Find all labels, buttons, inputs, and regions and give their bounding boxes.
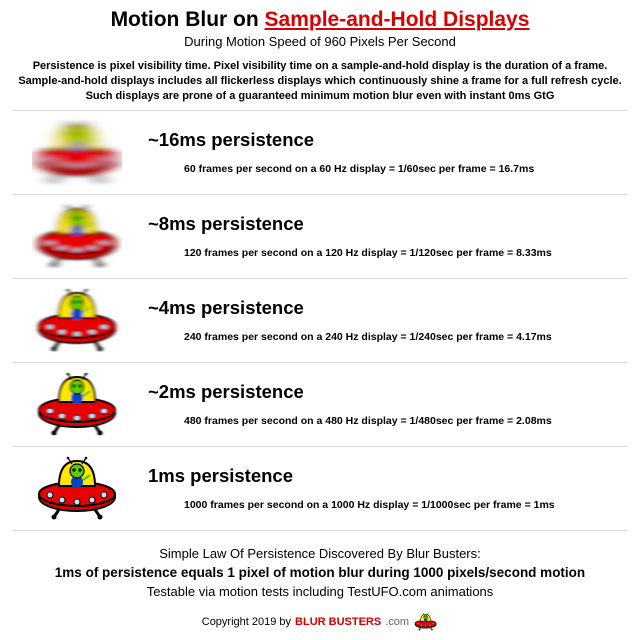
page: Motion Blur on Sample-and-Hold Displays … <box>0 0 640 631</box>
intro-paragraph: Persistence is pixel visibility time. Pi… <box>16 59 624 104</box>
ufo-icon <box>12 453 142 523</box>
persistence-detail: 60 frames per second on a 60 Hz display … <box>148 163 628 175</box>
persistence-detail: 240 frames per second on a 240 Hz displa… <box>148 331 628 343</box>
copyright-brand2: .com <box>385 616 409 628</box>
footer-line3: Testable via motion tests including Test… <box>12 583 628 602</box>
persistence-rows: ~16ms persistence 60 frames per second on… <box>12 110 628 530</box>
ufo-icon <box>413 612 438 632</box>
row-text: ~4ms persistence 240 frames per second on… <box>142 297 628 343</box>
persistence-row: ~8ms persistence 120 frames per second on… <box>12 194 628 278</box>
footer-law: 1ms of persistence equals 1 pixel of mot… <box>12 563 628 583</box>
persistence-row: ~2ms persistence 480 frames per second on… <box>12 362 628 446</box>
persistence-label: ~2ms persistence <box>148 381 628 403</box>
row-text: ~8ms persistence 120 frames per second on… <box>142 213 628 259</box>
title-prefix: Motion Blur on <box>111 8 265 31</box>
divider <box>12 530 628 531</box>
ufo-icon <box>12 369 142 439</box>
persistence-row: ~16ms persistence 60 frames per second on… <box>12 110 628 194</box>
footer-line1: Simple Law Of Persistence Discovered By … <box>12 545 628 564</box>
row-text: ~16ms persistence 60 frames per second on… <box>142 129 628 175</box>
title-link[interactable]: Sample-and-Hold Displays <box>265 8 530 31</box>
persistence-row: 1ms persistence 1000 frames per second on… <box>12 446 628 530</box>
copyright-line: Copyright 2019 by BLUR BUSTERS .com <box>12 612 628 632</box>
copyright-prefix: Copyright 2019 by <box>202 616 291 628</box>
copyright-brand1: BLUR BUSTERS <box>295 616 381 628</box>
ufo-icon <box>12 117 142 187</box>
subtitle: During Motion Speed of 960 Pixels Per Se… <box>12 34 628 49</box>
persistence-detail: 480 frames per second on a 480 Hz displa… <box>148 415 628 427</box>
row-text: 1ms persistence 1000 frames per second on… <box>142 465 628 511</box>
ufo-icon <box>12 285 142 355</box>
page-title: Motion Blur on Sample-and-Hold Displays <box>12 8 628 32</box>
persistence-label: ~4ms persistence <box>148 297 628 319</box>
persistence-detail: 120 frames per second on a 120 Hz displa… <box>148 247 628 259</box>
row-text: ~2ms persistence 480 frames per second on… <box>142 381 628 427</box>
persistence-label: ~8ms persistence <box>148 213 628 235</box>
persistence-row: ~4ms persistence 240 frames per second on… <box>12 278 628 362</box>
persistence-label: ~16ms persistence <box>148 129 628 151</box>
persistence-label: 1ms persistence <box>148 465 628 487</box>
footer-block: Simple Law Of Persistence Discovered By … <box>12 545 628 602</box>
ufo-icon <box>12 201 142 271</box>
persistence-detail: 1000 frames per second on a 1000 Hz disp… <box>148 499 628 511</box>
